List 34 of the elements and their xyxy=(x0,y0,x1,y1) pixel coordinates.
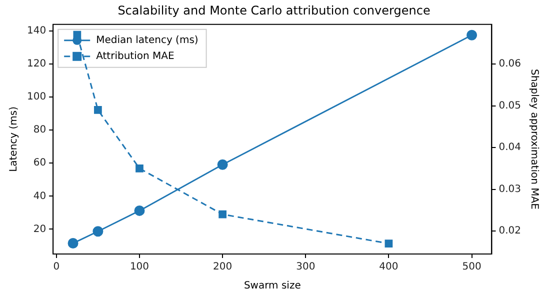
point xyxy=(73,30,82,39)
y-tick-label: 40 xyxy=(33,190,46,202)
point xyxy=(218,210,226,218)
y2-axis-title: Shapley approximation MAE xyxy=(528,68,540,210)
y-tick-label: 20 xyxy=(33,224,46,235)
x-tick-label: 400 xyxy=(379,262,398,273)
y-axis-title: Latency (ms) xyxy=(8,106,20,172)
point xyxy=(94,106,102,114)
y-tick-label: 100 xyxy=(26,92,46,103)
legend-label: Attribution MAE xyxy=(96,50,174,62)
x-tick-label: 100 xyxy=(130,262,150,273)
y-tick-label: 60 xyxy=(33,158,46,169)
x-tick-label: 0 xyxy=(53,262,60,273)
point xyxy=(384,240,393,248)
x-axis-title: Swarm size xyxy=(244,280,301,292)
y2-tick-label: 0.02 xyxy=(498,226,521,237)
y2-tick-label: 0.04 xyxy=(498,142,521,154)
chart-title: Scalability and Monte Carlo attribution convergence xyxy=(118,3,430,18)
y-tick-label: 140 xyxy=(26,26,46,37)
point xyxy=(466,30,478,40)
point xyxy=(134,205,145,216)
point xyxy=(217,159,228,170)
point xyxy=(92,226,104,237)
point xyxy=(68,238,78,249)
y-tick-label: 120 xyxy=(26,58,46,70)
legend-label: Median latency (ms) xyxy=(96,34,198,46)
y2-tick-label: 0.03 xyxy=(498,184,521,195)
x-tick-label: 200 xyxy=(213,262,232,273)
x-tick-label: 500 xyxy=(462,262,482,273)
y2-tick-label: 0.05 xyxy=(498,100,521,112)
y-tick-label: 80 xyxy=(33,124,46,136)
point xyxy=(136,164,144,172)
x-tick-label: 300 xyxy=(296,262,316,273)
y2-tick-label: 0.06 xyxy=(498,58,521,70)
